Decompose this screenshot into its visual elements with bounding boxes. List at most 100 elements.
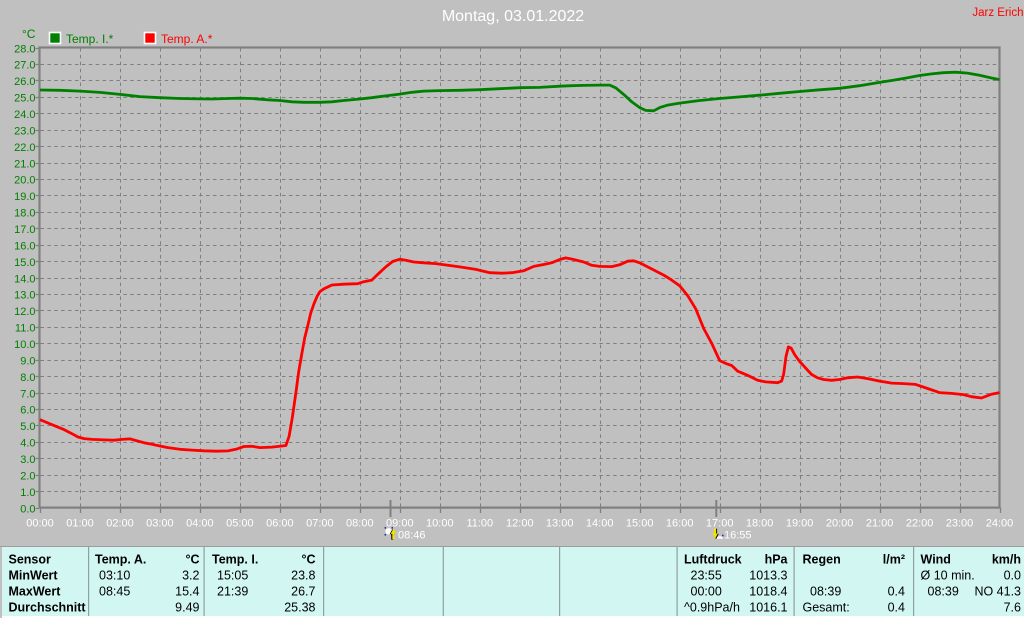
svg-text:21.0: 21.0 <box>14 158 35 170</box>
svg-text:°C: °C <box>185 553 199 567</box>
svg-text:26.0: 26.0 <box>14 76 35 88</box>
svg-text:24.0: 24.0 <box>14 109 35 121</box>
svg-text:25.0: 25.0 <box>14 93 35 105</box>
svg-text:21:39: 21:39 <box>217 585 248 599</box>
svg-text:°C: °C <box>22 27 36 41</box>
svg-text:l/m²: l/m² <box>883 553 905 567</box>
svg-text:05:00: 05:00 <box>226 518 254 530</box>
svg-text:1.0: 1.0 <box>20 487 35 499</box>
svg-text:23:00: 23:00 <box>946 518 974 530</box>
svg-text:04:00: 04:00 <box>186 518 214 530</box>
svg-text:2.0: 2.0 <box>20 470 35 482</box>
svg-text:Regen: Regen <box>803 553 841 567</box>
svg-text:Temp. I.: Temp. I. <box>212 553 258 567</box>
svg-text:Ø 10 min.: Ø 10 min. <box>921 569 975 583</box>
svg-text:08:39: 08:39 <box>928 585 959 599</box>
svg-text:14:00: 14:00 <box>586 518 614 530</box>
svg-text:20.0: 20.0 <box>14 175 35 187</box>
svg-text:07:00: 07:00 <box>306 518 334 530</box>
svg-text:08:45: 08:45 <box>99 585 130 599</box>
svg-text:15:05: 15:05 <box>217 569 248 583</box>
svg-text:13.0: 13.0 <box>14 290 35 302</box>
svg-text:0.0: 0.0 <box>1004 569 1021 583</box>
svg-text:Temp. A.: Temp. A. <box>95 553 146 567</box>
svg-text:00:00: 00:00 <box>26 518 54 530</box>
svg-text:8.0: 8.0 <box>20 372 35 384</box>
svg-text:5.0: 5.0 <box>20 421 35 433</box>
svg-text:06:00: 06:00 <box>266 518 294 530</box>
svg-text:23.8: 23.8 <box>291 569 315 583</box>
svg-text:17:00: 17:00 <box>706 518 734 530</box>
svg-text:hPa: hPa <box>765 553 789 567</box>
svg-text:Jarz Erich: Jarz Erich <box>972 7 1023 19</box>
svg-text:0.4: 0.4 <box>888 585 905 599</box>
svg-text:22.0: 22.0 <box>14 142 35 154</box>
svg-text:km/h: km/h <box>992 553 1021 567</box>
svg-text:3.2: 3.2 <box>182 569 199 583</box>
svg-text:12:00: 12:00 <box>506 518 534 530</box>
svg-text:23.0: 23.0 <box>14 125 35 137</box>
svg-text:21:00: 21:00 <box>866 518 894 530</box>
svg-text:20:00: 20:00 <box>826 518 854 530</box>
svg-text:Luftdruck: Luftdruck <box>684 553 742 567</box>
svg-text:°C: °C <box>301 553 315 567</box>
svg-text:00:00: 00:00 <box>691 585 722 599</box>
svg-text:4.0: 4.0 <box>20 438 35 450</box>
svg-text:15:00: 15:00 <box>626 518 654 530</box>
svg-text:^0.9hPa/h: ^0.9hPa/h <box>684 601 740 615</box>
svg-text:MinWert: MinWert <box>9 569 59 583</box>
svg-text:13:00: 13:00 <box>546 518 574 530</box>
svg-text:10.0: 10.0 <box>14 339 35 351</box>
svg-text:11.0: 11.0 <box>15 323 36 335</box>
svg-text:27.0: 27.0 <box>14 60 35 72</box>
svg-text:Sensor: Sensor <box>9 553 52 567</box>
svg-text:02:00: 02:00 <box>106 518 134 530</box>
svg-text:24:00: 24:00 <box>986 518 1014 530</box>
svg-text:01:00: 01:00 <box>66 518 94 530</box>
svg-text:09:00: 09:00 <box>386 518 414 530</box>
svg-text:03:10: 03:10 <box>99 569 130 583</box>
svg-text:18:00: 18:00 <box>746 518 774 530</box>
svg-text:08:00: 08:00 <box>346 518 374 530</box>
svg-text:Montag, 03.01.2022: Montag, 03.01.2022 <box>442 8 584 25</box>
svg-text:7.0: 7.0 <box>20 388 35 400</box>
svg-text:08:46: 08:46 <box>398 530 426 542</box>
svg-text:6.0: 6.0 <box>20 405 35 417</box>
svg-text:Temp. I.*: Temp. I.* <box>66 32 114 46</box>
svg-text:12.0: 12.0 <box>14 306 35 318</box>
svg-text:18.0: 18.0 <box>14 208 35 220</box>
svg-text:1018.4: 1018.4 <box>749 585 787 599</box>
svg-text:23:55: 23:55 <box>691 569 722 583</box>
svg-text:Temp. A.*: Temp. A.* <box>161 32 213 46</box>
svg-text:25.38: 25.38 <box>284 601 315 615</box>
svg-text:NO 41.3: NO 41.3 <box>974 585 1021 599</box>
svg-text:16.0: 16.0 <box>14 240 35 252</box>
svg-text:15.4: 15.4 <box>175 585 199 599</box>
svg-text:10:00: 10:00 <box>426 518 454 530</box>
svg-text:9.0: 9.0 <box>20 355 35 367</box>
svg-text:1016.1: 1016.1 <box>749 601 787 615</box>
svg-text:Wind: Wind <box>921 553 951 567</box>
svg-text:03:00: 03:00 <box>146 518 174 530</box>
svg-text:19.0: 19.0 <box>14 191 35 203</box>
svg-text:Gesamt:: Gesamt: <box>803 601 850 615</box>
svg-text:19:00: 19:00 <box>786 518 814 530</box>
svg-text:9.49: 9.49 <box>175 601 199 615</box>
svg-text:28.0: 28.0 <box>14 43 35 55</box>
svg-text:MaxWert: MaxWert <box>9 585 62 599</box>
svg-text:26.7: 26.7 <box>291 585 315 599</box>
svg-text:0.0: 0.0 <box>20 503 35 515</box>
svg-text:0.4: 0.4 <box>888 601 905 615</box>
svg-text:08:39: 08:39 <box>810 585 841 599</box>
svg-text:7.6: 7.6 <box>1004 601 1021 615</box>
svg-text:22:00: 22:00 <box>906 518 934 530</box>
svg-text:1013.3: 1013.3 <box>749 569 787 583</box>
svg-text:3.0: 3.0 <box>20 454 35 466</box>
svg-text:14.0: 14.0 <box>14 273 35 285</box>
svg-text:16:55: 16:55 <box>724 530 752 542</box>
svg-text:15.0: 15.0 <box>14 257 35 269</box>
svg-text:11:00: 11:00 <box>466 518 493 530</box>
svg-text:17.0: 17.0 <box>14 224 35 236</box>
svg-text:16:00: 16:00 <box>666 518 694 530</box>
svg-text:Durchschnitt: Durchschnitt <box>9 601 87 615</box>
